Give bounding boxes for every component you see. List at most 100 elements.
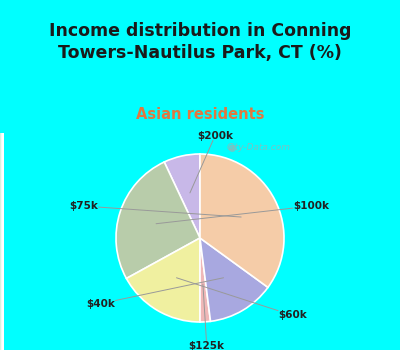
- Bar: [0, 133, 2, 350]
- Bar: [1, 133, 3, 350]
- Bar: [0, 133, 2, 350]
- Bar: [1, 133, 3, 350]
- Bar: [0, 133, 2, 350]
- Bar: [0, 133, 2, 350]
- Bar: [2, 133, 4, 350]
- Bar: [0, 133, 2, 350]
- Bar: [0, 133, 2, 350]
- Bar: [2, 133, 4, 350]
- Bar: [1, 133, 3, 350]
- Bar: [0, 133, 2, 350]
- Bar: [2, 133, 4, 350]
- Wedge shape: [164, 154, 200, 238]
- Bar: [1, 133, 3, 350]
- Bar: [0, 133, 2, 350]
- Bar: [2, 133, 4, 350]
- Bar: [2, 133, 4, 350]
- Bar: [1, 133, 3, 350]
- Bar: [1, 133, 3, 350]
- Bar: [1, 133, 3, 350]
- Bar: [0, 133, 2, 350]
- Bar: [0, 133, 2, 350]
- Bar: [2, 133, 4, 350]
- Bar: [1, 133, 3, 350]
- Bar: [0, 133, 2, 350]
- Bar: [1, 133, 3, 350]
- Bar: [0, 133, 2, 350]
- Bar: [2, 133, 4, 350]
- Bar: [2, 133, 4, 350]
- Bar: [1, 133, 3, 350]
- Bar: [0, 133, 2, 350]
- Bar: [0, 133, 2, 350]
- Bar: [2, 133, 4, 350]
- Bar: [2, 133, 4, 350]
- Bar: [1, 133, 3, 350]
- Bar: [1, 133, 3, 350]
- Bar: [1, 133, 3, 350]
- Bar: [2, 133, 4, 350]
- Bar: [0, 133, 2, 350]
- Wedge shape: [200, 238, 268, 321]
- Bar: [0, 133, 2, 350]
- Bar: [1, 133, 3, 350]
- Bar: [1, 133, 3, 350]
- Bar: [0, 133, 2, 350]
- Bar: [1, 133, 3, 350]
- Bar: [0, 133, 2, 350]
- Bar: [1, 133, 3, 350]
- Bar: [0, 133, 2, 350]
- Bar: [2, 133, 4, 350]
- Bar: [0, 133, 2, 350]
- Bar: [0, 133, 2, 350]
- Bar: [0, 133, 2, 350]
- Bar: [0, 133, 2, 350]
- Bar: [1, 133, 3, 350]
- Bar: [0, 133, 2, 350]
- Bar: [2, 133, 4, 350]
- Bar: [2, 133, 4, 350]
- Bar: [2, 133, 4, 350]
- Bar: [0, 133, 2, 350]
- Bar: [1, 133, 3, 350]
- Wedge shape: [126, 238, 200, 322]
- Text: ●: ●: [227, 143, 236, 153]
- Bar: [2, 133, 4, 350]
- Bar: [2, 133, 4, 350]
- Bar: [2, 133, 4, 350]
- Bar: [1, 133, 3, 350]
- Bar: [0, 133, 2, 350]
- Text: $60k: $60k: [176, 278, 307, 320]
- Bar: [0, 133, 2, 350]
- Bar: [1, 133, 3, 350]
- Bar: [2, 133, 4, 350]
- Bar: [1, 133, 3, 350]
- Bar: [0, 133, 2, 350]
- Bar: [1, 133, 3, 350]
- Bar: [0, 133, 2, 350]
- Bar: [0, 133, 2, 350]
- Bar: [1, 133, 3, 350]
- Bar: [2, 133, 4, 350]
- Bar: [2, 133, 4, 350]
- Bar: [1, 133, 3, 350]
- Bar: [1, 133, 3, 350]
- Bar: [0, 133, 2, 350]
- Bar: [1, 133, 3, 350]
- Bar: [1, 133, 3, 350]
- Wedge shape: [116, 162, 200, 279]
- Bar: [0, 133, 2, 350]
- Bar: [2, 133, 4, 350]
- Bar: [0, 133, 2, 350]
- Bar: [0, 133, 2, 350]
- Bar: [0, 133, 2, 350]
- Bar: [1, 133, 3, 350]
- Bar: [0, 133, 2, 350]
- Text: $125k: $125k: [189, 284, 225, 350]
- Bar: [0, 133, 2, 350]
- Bar: [1, 133, 3, 350]
- Bar: [1, 133, 3, 350]
- Bar: [1, 133, 3, 350]
- Bar: [2, 133, 4, 350]
- Bar: [2, 133, 4, 350]
